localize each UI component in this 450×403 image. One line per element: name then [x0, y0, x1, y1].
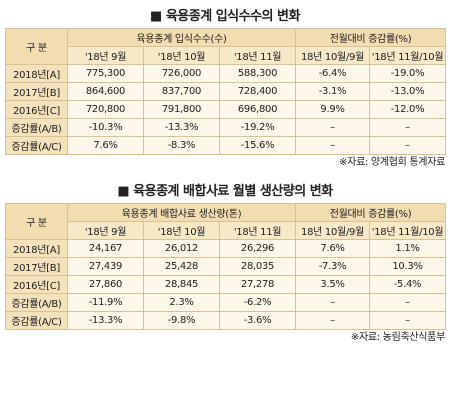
- cell: -6.4%: [295, 64, 371, 83]
- column-header: 18년 10월/9월: [295, 221, 371, 240]
- cell: 728,400: [218, 82, 297, 101]
- row-label: 2017년[B]: [5, 257, 68, 276]
- cell: 26,012: [143, 239, 220, 258]
- row-label: 2016년[C]: [5, 100, 68, 119]
- cell: 25,428: [143, 257, 220, 276]
- cell: 7.6%: [67, 136, 144, 155]
- table-row: 증감률(A/B) -10.3% -13.3% -19.2% – –: [5, 118, 447, 137]
- header-row: 구 분 육용종계 입식수수(수) 전월대비 증감률(%): [5, 28, 447, 65]
- cell: -15.6%: [218, 136, 297, 155]
- column-header: '18년 10월: [143, 221, 220, 240]
- row-label: 증감률(A/C): [5, 136, 68, 155]
- cell: 720,800: [67, 100, 144, 119]
- column-header: '18년 11월/10월: [369, 221, 447, 240]
- cell: 28,845: [143, 275, 220, 294]
- row-label-header: 구 분: [5, 28, 68, 65]
- cell: 28,035: [218, 257, 297, 276]
- content: ■ 육용종계 입식수수의 변화 구 분 육용종계 입식수수(수) 전월대비 증감률(%…: [5, 9, 447, 343]
- cell: -13.0%: [369, 82, 447, 101]
- row-label: 2016년[C]: [5, 275, 68, 294]
- table-title: ■ 육용종계 배합사료 월별 생산량의 변화: [117, 184, 333, 199]
- cell: -3.1%: [295, 82, 371, 101]
- cell: -7.3%: [295, 257, 371, 276]
- header-row: '18년 9월 '18년 10월 '18년 11월 18년 10월/9월 '18년 11…: [6, 221, 447, 240]
- cell: -13.3%: [143, 118, 220, 137]
- cell: 27,860: [67, 275, 144, 294]
- column-header: '18년 9월: [67, 46, 144, 65]
- row-label: 증감률(A/C): [5, 311, 68, 330]
- cell: –: [369, 136, 447, 155]
- cell: 24,167: [67, 239, 144, 258]
- cell: 791,800: [143, 100, 220, 119]
- data-table: 구 분 육용종계 배합사료 생산량(톤) 전월대비 증감률(%) '18년 9월 '18…: [5, 203, 447, 330]
- cell: -8.3%: [143, 136, 220, 155]
- cell: –: [369, 311, 447, 330]
- cell: -12.0%: [369, 100, 447, 119]
- table-row: 2016년[C] 27,860 28,845 27,278 3.5% -5.4%: [5, 275, 447, 294]
- column-header: '18년 9월: [67, 221, 144, 240]
- row-label-header: 구 분: [5, 203, 68, 240]
- cell: –: [295, 311, 371, 330]
- cell: -5.4%: [369, 275, 447, 294]
- header-row: 구 분 육용종계 배합사료 생산량(톤) 전월대비 증감률(%): [5, 203, 447, 240]
- cell: –: [295, 136, 371, 155]
- cell: -19.2%: [218, 118, 297, 137]
- column-header: '18년 10월: [143, 46, 220, 65]
- row-label: 2017년[B]: [5, 82, 68, 101]
- group-header: 전월대비 증감률(%): [295, 203, 447, 222]
- table-row: 2018년[A] 24,167 26,012 26,296 7.6% 1.1%: [5, 239, 447, 258]
- cell: -13.3%: [67, 311, 144, 330]
- cell: 10.3%: [369, 257, 447, 276]
- cell: 726,000: [143, 64, 220, 83]
- source-note: ※자료: 농림축산식품부: [350, 332, 445, 343]
- column-header: 18년 10월/9월: [295, 46, 371, 65]
- cell: -11.9%: [67, 293, 144, 312]
- data-table: 구 분 육용종계 입식수수(수) 전월대비 증감률(%) '18년 9월 '18년 10…: [5, 28, 447, 155]
- column-header: '18년 11월: [218, 221, 297, 240]
- row-label: 2018년[A]: [5, 64, 68, 83]
- table-title: ■ 육용종계 입식수수의 변화: [150, 9, 300, 24]
- cell: 9.9%: [295, 100, 371, 119]
- cell: –: [369, 118, 447, 137]
- cell: –: [369, 293, 447, 312]
- cell: -9.8%: [143, 311, 220, 330]
- group-header: 육용종계 배합사료 생산량(톤): [66, 203, 297, 222]
- cell: 27,439: [67, 257, 144, 276]
- table-row: 증감률(A/C) -13.3% -9.8% -3.6% – –: [5, 311, 447, 330]
- row-label: 증감률(A/B): [5, 118, 68, 137]
- source-note: ※자료: 양계협회 통계자료: [339, 157, 445, 168]
- table-row: 증감률(A/C) 7.6% -8.3% -15.6% – –: [5, 136, 447, 155]
- row-label: 2018년[A]: [5, 239, 68, 258]
- cell: –: [295, 293, 371, 312]
- table-row: 2018년[A] 775,300 726,000 588,300 -6.4% -19.0%: [5, 64, 447, 83]
- cell: 588,300: [218, 64, 297, 83]
- cell: 696,800: [218, 100, 297, 119]
- cell: 837,700: [143, 82, 220, 101]
- header-row: '18년 9월 '18년 10월 '18년 11월 18년 10월/9월 '18년 11…: [6, 46, 447, 65]
- table-row: 2016년[C] 720,800 791,800 696,800 9.9% -12.0%: [5, 100, 447, 119]
- cell: -3.6%: [218, 311, 297, 330]
- cell: 2.3%: [143, 293, 220, 312]
- cell: 864,600: [67, 82, 144, 101]
- cell: 27,278: [218, 275, 297, 294]
- cell: 7.6%: [295, 239, 371, 258]
- group-header: 전월대비 증감률(%): [295, 28, 447, 47]
- column-header: '18년 11월/10월: [369, 46, 447, 65]
- cell: 26,296: [218, 239, 297, 258]
- cell: 775,300: [67, 64, 144, 83]
- cell: -6.2%: [218, 293, 297, 312]
- cell: 3.5%: [295, 275, 371, 294]
- cell: –: [295, 118, 371, 137]
- row-label: 증감률(A/B): [5, 293, 68, 312]
- cell: 1.1%: [369, 239, 447, 258]
- cell: -19.0%: [369, 64, 447, 83]
- table-row: 2017년[B] 864,600 837,700 728,400 -3.1% -13.0%: [5, 82, 447, 101]
- table-row: 2017년[B] 27,439 25,428 28,035 -7.3% 10.3%: [5, 257, 447, 276]
- cell: -10.3%: [67, 118, 144, 137]
- column-header: '18년 11월: [218, 46, 297, 65]
- table-row: 증감률(A/B) -11.9% 2.3% -6.2% – –: [5, 293, 447, 312]
- group-header: 육용종계 입식수수(수): [66, 28, 297, 47]
